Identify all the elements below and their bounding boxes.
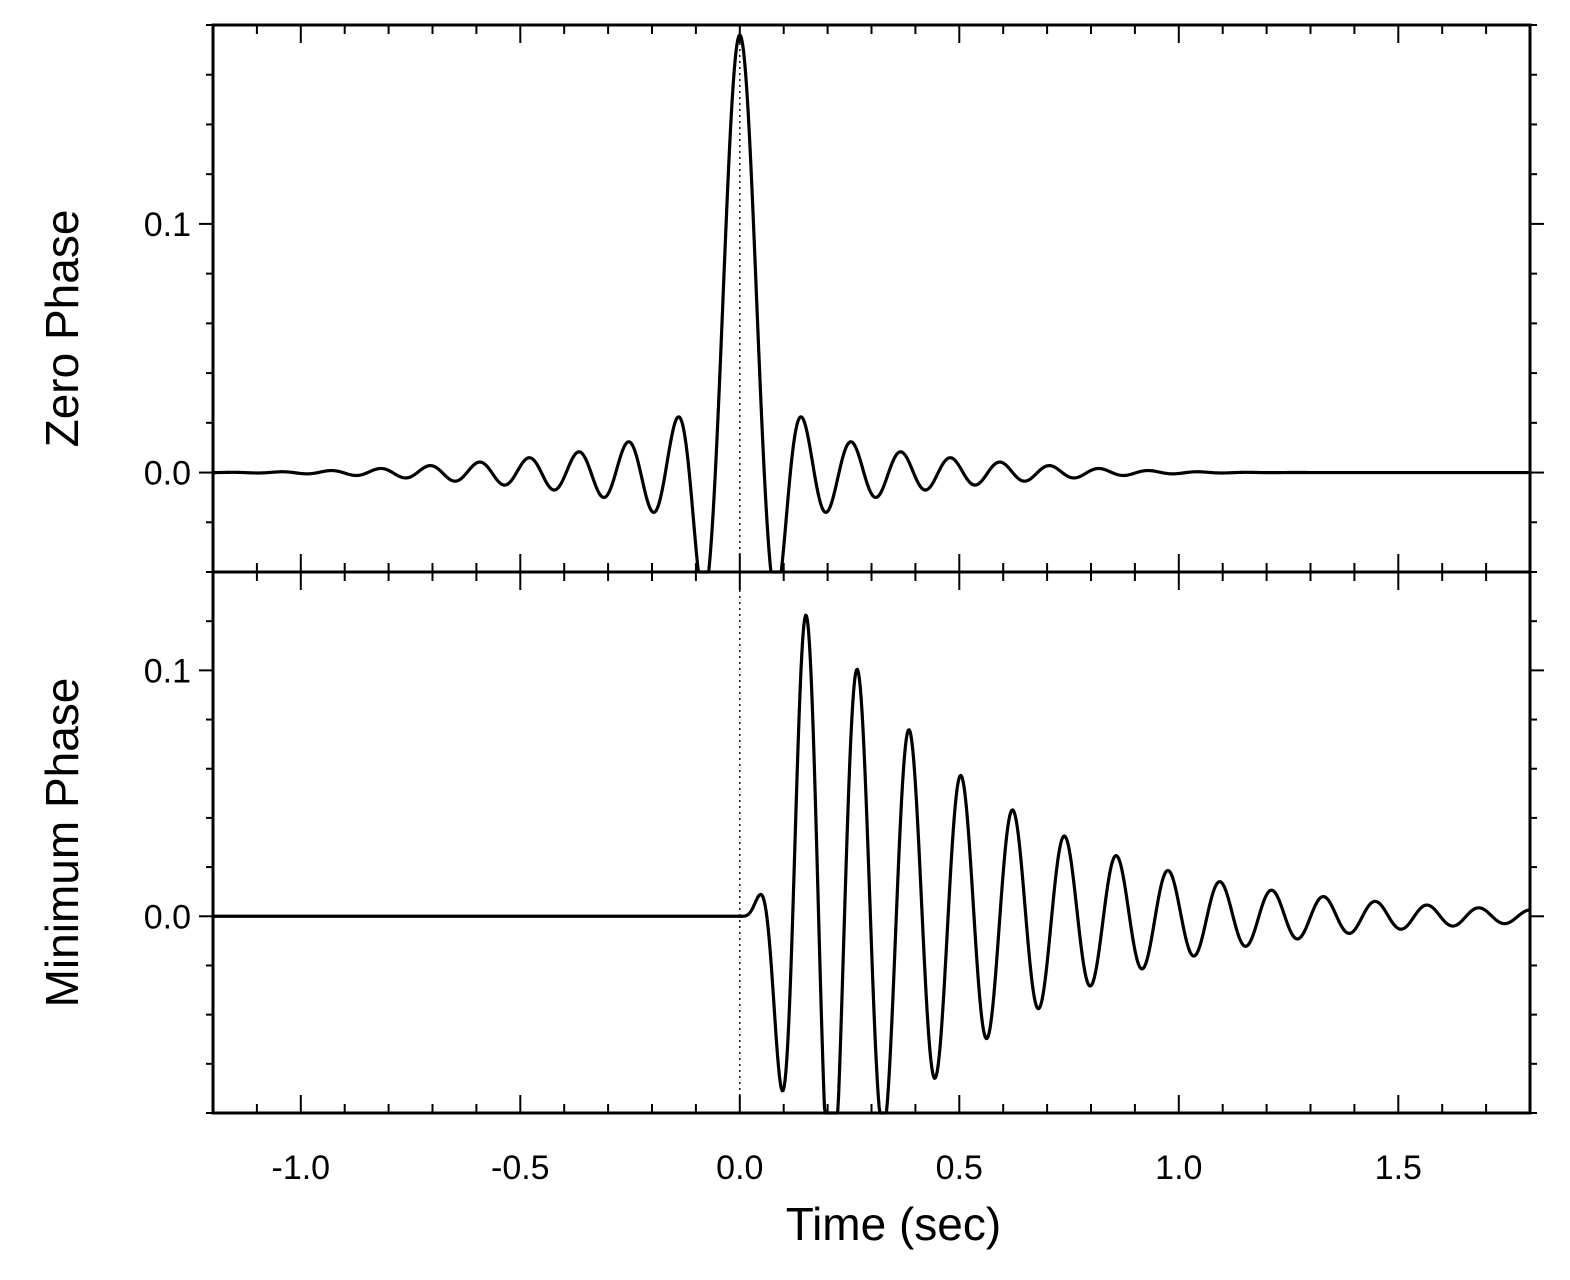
x-tick-label: 1.0 — [1155, 1149, 1202, 1187]
zero-phase-y-axis-title: Zero Phase — [36, 210, 88, 448]
x-tick-label: 0.0 — [716, 1149, 763, 1187]
zero-phase-ticks — [199, 24, 1544, 573]
y-tick-label: 0.1 — [144, 206, 191, 244]
zero-phase-frame — [211, 23, 1532, 574]
minimum-phase-frame — [211, 570, 1532, 1115]
minimum-phase-ticks — [199, 571, 1544, 1114]
minimum-phase-trace — [212, 613, 1531, 1115]
x-axis-title: Time (sec) — [786, 1198, 1002, 1250]
x-tick-label: -0.5 — [491, 1149, 550, 1187]
zero-phase-trace — [212, 33, 1531, 574]
zero-phase-y-tick-labels: 0.0 0.1 — [144, 206, 191, 493]
zero-phase-panel: 0.0 0.1 Zero Phase — [36, 23, 1544, 574]
x-tick-label: -1.0 — [272, 1149, 331, 1187]
x-tick-labels: -1.0 -0.5 0.0 0.5 1.0 1.5 — [272, 1149, 1422, 1187]
x-tick-label: 0.5 — [936, 1149, 983, 1187]
minimum-phase-y-tick-labels: 0.0 0.1 — [144, 652, 191, 936]
minimum-phase-y-axis-title: Minimum Phase — [36, 678, 88, 1008]
y-tick-label: 0.1 — [144, 652, 191, 690]
x-tick-label: 1.5 — [1375, 1149, 1422, 1187]
y-tick-label: 0.0 — [144, 455, 191, 493]
minimum-phase-panel: 0.0 0.1 Minimum Phase — [36, 570, 1544, 1115]
y-tick-label: 0.0 — [144, 898, 191, 936]
